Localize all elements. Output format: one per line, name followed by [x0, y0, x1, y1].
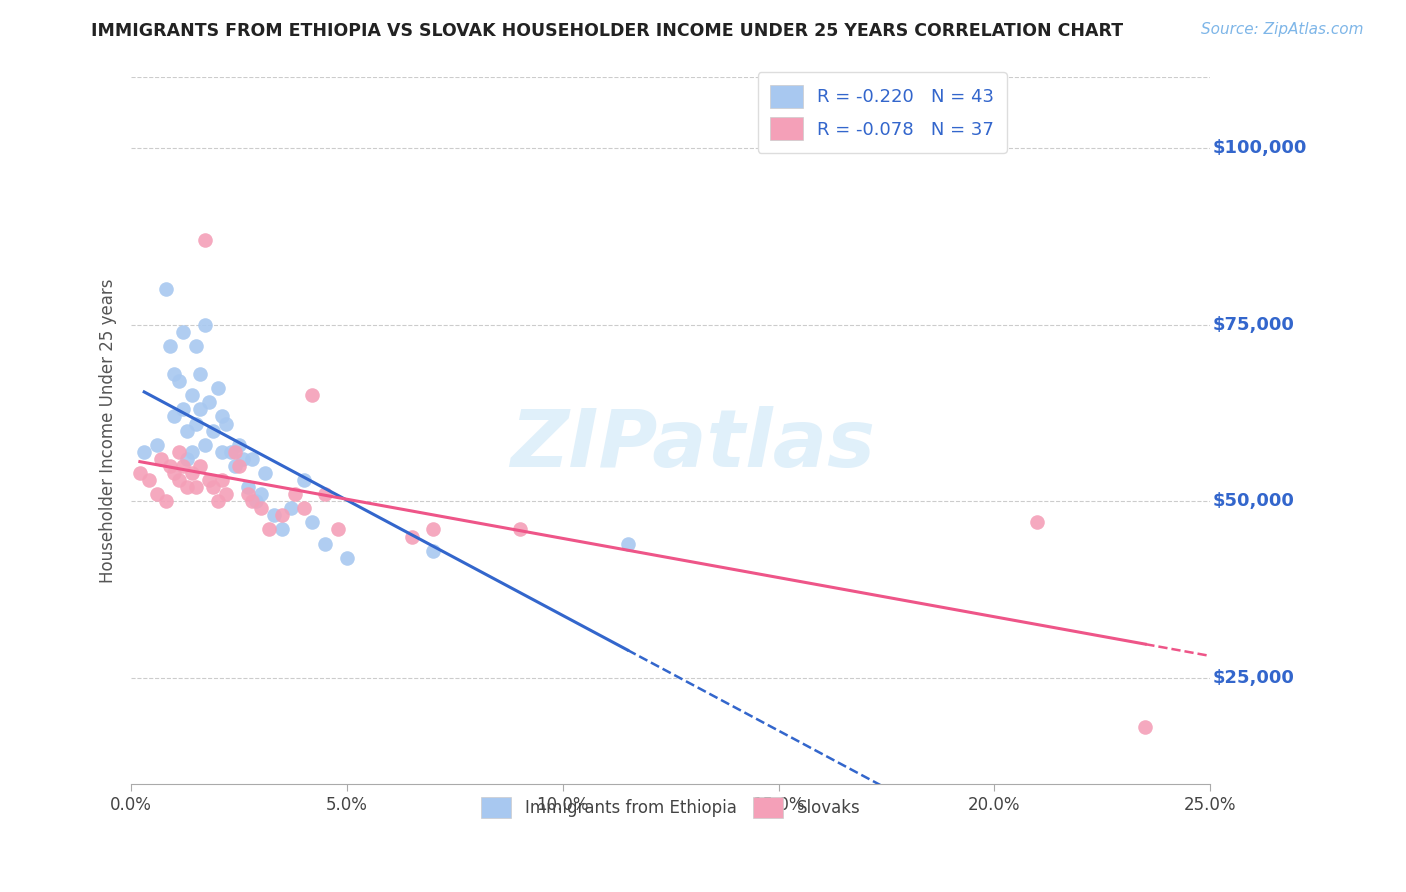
Point [128, 466, 150, 480]
Point [292, 473, 315, 487]
Point [1026, 516, 1049, 530]
Point [180, 466, 202, 480]
Point [155, 494, 177, 508]
Point [188, 458, 211, 473]
Point [336, 550, 359, 565]
Point [284, 487, 307, 501]
Point [219, 444, 242, 458]
Point [224, 458, 246, 473]
Point [249, 501, 271, 516]
Point [194, 233, 217, 247]
Text: ZIPatlas: ZIPatlas [510, 406, 875, 483]
Point [259, 523, 281, 537]
Point [211, 444, 233, 458]
Point [163, 367, 186, 381]
Point [167, 444, 190, 458]
Point [228, 438, 250, 452]
Point [150, 451, 173, 466]
Point [176, 451, 198, 466]
Point [314, 536, 336, 550]
Point [172, 458, 194, 473]
Point [163, 409, 186, 424]
Point [202, 424, 225, 438]
Point [249, 487, 271, 501]
Point [146, 438, 169, 452]
Point [236, 480, 259, 494]
Point [224, 444, 246, 458]
Point [292, 501, 315, 516]
Point [253, 466, 276, 480]
Point [163, 466, 186, 480]
Point [509, 523, 531, 537]
Point [616, 536, 638, 550]
Text: Source: ZipAtlas.com: Source: ZipAtlas.com [1201, 22, 1364, 37]
Point [1135, 720, 1157, 734]
Point [198, 395, 221, 409]
Point [401, 529, 423, 543]
Point [159, 339, 181, 353]
Point [188, 367, 211, 381]
Point [167, 374, 190, 388]
Point [236, 487, 259, 501]
Point [202, 480, 225, 494]
Text: $50,000: $50,000 [1212, 492, 1294, 510]
Point [207, 494, 229, 508]
Point [301, 388, 323, 402]
Point [422, 543, 444, 558]
Point [263, 508, 285, 523]
Point [180, 388, 202, 402]
Point [176, 424, 198, 438]
Point [180, 444, 202, 458]
Text: $100,000: $100,000 [1212, 139, 1306, 157]
Point [422, 523, 444, 537]
Point [215, 417, 238, 431]
Point [215, 487, 238, 501]
Y-axis label: Householder Income Under 25 years: Householder Income Under 25 years [100, 278, 117, 582]
Point [198, 473, 221, 487]
Point [172, 402, 194, 417]
Point [211, 473, 233, 487]
Point [240, 451, 263, 466]
Point [240, 494, 263, 508]
Point [211, 409, 233, 424]
Point [138, 473, 160, 487]
Point [194, 318, 217, 332]
Point [184, 480, 207, 494]
Point [271, 523, 294, 537]
Point [159, 458, 181, 473]
Point [155, 282, 177, 296]
Legend: Immigrants from Ethiopia, Slovaks: Immigrants from Ethiopia, Slovaks [474, 790, 868, 825]
Point [167, 473, 190, 487]
Point [194, 438, 217, 452]
Point [271, 508, 294, 523]
Point [184, 417, 207, 431]
Text: $25,000: $25,000 [1212, 669, 1294, 687]
Point [232, 451, 254, 466]
Point [184, 339, 207, 353]
Point [228, 458, 250, 473]
Point [328, 523, 350, 537]
Point [207, 381, 229, 395]
Point [245, 494, 267, 508]
Point [176, 480, 198, 494]
Text: IMMIGRANTS FROM ETHIOPIA VS SLOVAK HOUSEHOLDER INCOME UNDER 25 YEARS CORRELATION: IMMIGRANTS FROM ETHIOPIA VS SLOVAK HOUSE… [91, 22, 1123, 40]
Point [134, 444, 156, 458]
Point [188, 402, 211, 417]
Point [301, 516, 323, 530]
Point [314, 487, 336, 501]
Point [280, 501, 302, 516]
Text: $75,000: $75,000 [1212, 316, 1294, 334]
Point [172, 325, 194, 339]
Point [146, 487, 169, 501]
